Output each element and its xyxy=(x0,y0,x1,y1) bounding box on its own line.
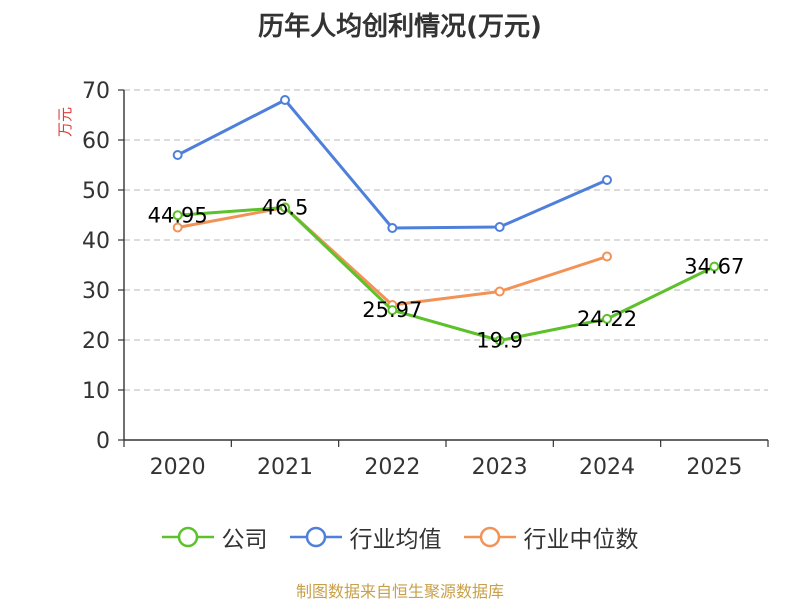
point-s0-2020 xyxy=(172,210,183,221)
point-s1-2021 xyxy=(280,95,290,105)
legend-item-0[interactable]: 公司 xyxy=(161,520,268,554)
x-tick-label-2025: 2025 xyxy=(686,455,742,480)
y-tick-label-70: 70 xyxy=(82,79,110,104)
y-tick-label-40: 40 xyxy=(82,229,110,254)
point-s1-2023 xyxy=(494,222,505,232)
legend-swatch-icon xyxy=(289,526,342,548)
x-tick-label-2020: 2020 xyxy=(150,455,206,480)
legend-label: 行业均值 xyxy=(349,527,442,553)
point-s2-2020 xyxy=(172,222,183,233)
point-s0-2024 xyxy=(602,313,612,324)
x-tick-label-2021: 2021 xyxy=(257,455,313,480)
y-tick-label-60: 60 xyxy=(82,129,110,154)
data-label-2023: 19.9 xyxy=(476,329,523,353)
point-s0-2021 xyxy=(280,202,290,213)
data-label-2021: 46.5 xyxy=(262,196,309,220)
x-tick-label-2024: 2024 xyxy=(579,455,635,480)
source-note: 制图数据来自恒生聚源数据库 xyxy=(295,582,504,601)
legend-item-1[interactable]: 行业均值 xyxy=(289,520,442,554)
x-tick-label-2023: 2023 xyxy=(472,455,528,480)
legend-swatch-icon xyxy=(161,526,214,548)
data-label-2020: 44.95 xyxy=(148,203,208,227)
series-line-0 xyxy=(177,206,715,342)
point-s0-2022 xyxy=(387,305,398,316)
y-tick-label-10: 10 xyxy=(82,379,110,404)
y-tick-label-0: 0 xyxy=(96,429,110,454)
point-s0-2023 xyxy=(494,335,505,346)
point-s1-2022 xyxy=(387,223,398,233)
point-s1-2024 xyxy=(602,175,612,185)
y-tick-label-20: 20 xyxy=(82,329,110,354)
point-s2-2023 xyxy=(494,286,505,297)
series-line-2 xyxy=(177,206,608,307)
x-tick-label-2022: 2022 xyxy=(364,455,420,480)
y-tick-label-50: 50 xyxy=(82,179,110,204)
point-s0-2025 xyxy=(709,261,720,272)
legend: 公司 行业均值 行业中位数 xyxy=(0,520,800,554)
point-s2-2024 xyxy=(602,251,612,262)
chart-title: 历年人均创利情况(万元) xyxy=(258,12,542,42)
data-label-2024: 24.22 xyxy=(577,307,637,331)
data-label-2022: 25.97 xyxy=(362,298,422,322)
point-s1-2020 xyxy=(172,150,183,160)
legend-item-2[interactable]: 行业中位数 xyxy=(463,520,639,554)
series-line-1 xyxy=(176,98,608,230)
data-label-2025: 34.67 xyxy=(684,255,744,279)
y-tick-label-30: 30 xyxy=(82,279,110,304)
legend-label: 公司 xyxy=(221,527,268,553)
legend-label: 行业中位数 xyxy=(523,527,639,553)
legend-swatch-icon xyxy=(463,526,516,548)
y-axis-label: 万元 xyxy=(56,107,74,137)
